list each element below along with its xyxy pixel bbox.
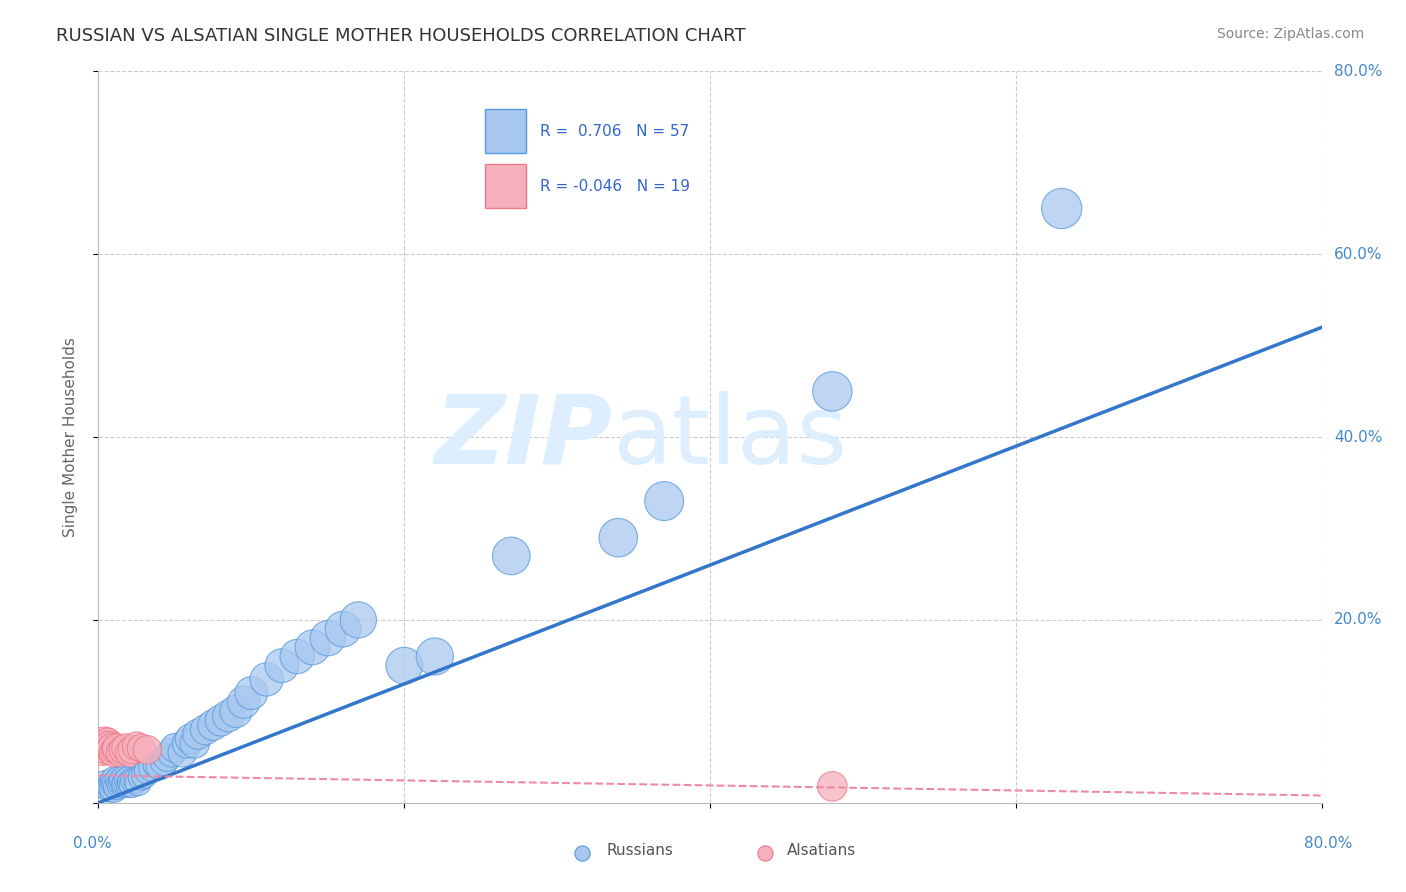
Point (121, 778, 143, 792)
Point (136, 764, 159, 778)
Point (112, 778, 135, 792)
Point (107, 772, 129, 787)
Point (98, 739, 121, 753)
Text: 20.0%: 20.0% (1334, 613, 1382, 627)
Point (118, 778, 141, 792)
Text: 0.0%: 0.0% (73, 836, 111, 851)
Point (122, 772, 145, 787)
Point (194, 723, 217, 737)
Point (607, 531, 630, 545)
Point (145, 757, 167, 772)
Point (153, 755, 176, 769)
Point (103, 746, 125, 760)
Point (118, 746, 141, 760)
Text: Source: ZipAtlas.com: Source: ZipAtlas.com (1216, 27, 1364, 41)
Point (209, 714, 232, 728)
Point (111, 772, 134, 787)
Point (105, 740, 128, 755)
Text: ZIP: ZIP (434, 391, 612, 483)
Point (392, 658, 416, 673)
Text: 40.0%: 40.0% (1334, 430, 1382, 444)
Point (115, 740, 138, 755)
Point (108, 746, 131, 760)
Point (285, 649, 308, 664)
Point (101, 775, 124, 789)
Text: 80.0%: 80.0% (1334, 64, 1382, 78)
Point (176, 736, 198, 750)
Text: atlas: atlas (612, 391, 848, 483)
Point (160, 746, 183, 760)
Point (172, 746, 194, 760)
Point (108, 778, 131, 792)
Y-axis label: Single Mother Households: Single Mother Households (63, 337, 77, 537)
Point (1050, 202, 1073, 216)
Point (187, 727, 209, 741)
Point (240, 686, 263, 700)
Point (423, 649, 446, 664)
Point (202, 718, 225, 732)
Point (129, 770, 152, 784)
Point (347, 613, 370, 627)
Point (110, 775, 132, 789)
Point (104, 778, 127, 792)
Point (105, 780, 128, 794)
Point (217, 709, 239, 723)
Point (163, 740, 186, 755)
Point (104, 743, 127, 757)
Point (117, 772, 139, 787)
Point (93, 736, 115, 750)
Point (316, 632, 339, 646)
Text: RUSSIAN VS ALSATIAN SINGLE MOTHER HOUSEHOLDS CORRELATION CHART: RUSSIAN VS ALSATIAN SINGLE MOTHER HOUSEH… (56, 27, 745, 45)
Text: 80.0%: 80.0% (1303, 836, 1353, 851)
Point (125, 772, 148, 787)
Point (149, 759, 172, 773)
Point (256, 673, 278, 687)
Point (184, 736, 207, 750)
Point (179, 731, 201, 746)
Point (127, 775, 149, 789)
Point (94, 778, 117, 792)
Point (97, 736, 120, 750)
Point (120, 775, 142, 789)
Point (91, 740, 114, 755)
Point (921, 858, 943, 872)
Point (134, 768, 156, 782)
Point (94, 740, 117, 755)
Text: Alsatians: Alsatians (787, 843, 856, 858)
Point (125, 739, 148, 753)
Point (121, 743, 143, 757)
Point (115, 775, 138, 789)
Text: 60.0%: 60.0% (1334, 247, 1382, 261)
Point (111, 743, 134, 757)
Point (692, 858, 714, 872)
Point (101, 740, 124, 755)
Point (103, 781, 125, 796)
Point (129, 740, 152, 755)
Point (98, 782, 121, 797)
Point (232, 695, 254, 709)
Point (821, 384, 844, 399)
Point (652, 494, 675, 508)
Point (100, 743, 122, 757)
Text: Russians: Russians (606, 843, 673, 858)
Point (270, 658, 292, 673)
Point (301, 640, 323, 655)
Point (156, 750, 179, 764)
Point (821, 780, 844, 794)
Point (103, 772, 125, 787)
Point (332, 622, 354, 636)
Point (501, 549, 523, 563)
Point (100, 780, 122, 794)
Point (141, 761, 163, 775)
Point (225, 705, 247, 719)
Point (136, 743, 159, 757)
